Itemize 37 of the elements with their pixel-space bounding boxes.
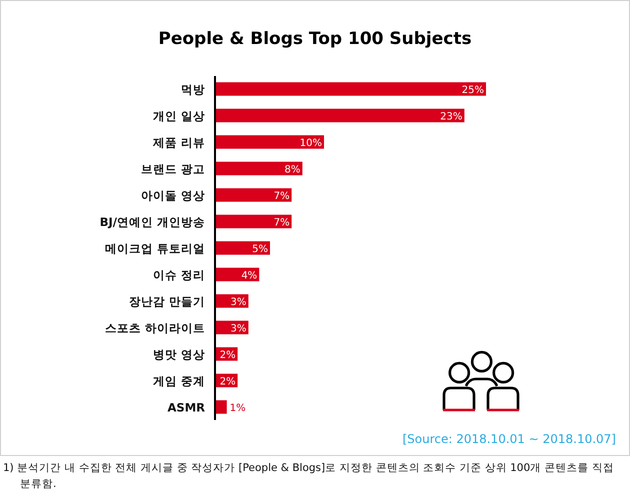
bar <box>216 241 270 255</box>
y-tick-label: BJ/연예인 개인방송 <box>100 215 205 229</box>
y-tick-label: 브랜드 광고 <box>140 162 205 176</box>
data-label: 5% <box>252 244 268 255</box>
data-label: 2% <box>220 350 236 361</box>
bar <box>216 400 227 414</box>
y-tick-label: 게임 중계 <box>152 374 205 388</box>
text: 1) 분석기간 내 수집한 전체 게시글 중 작성자가 [People & Blogs]로 지정한 콘텐츠의 조회수 기준 상위 100개 콘텐츠를 직접 분류함. <box>2 461 615 492</box>
y-tick-label: ASMR <box>168 400 206 414</box>
data-label: 25% <box>462 85 484 96</box>
y-tick-label: 메이크업 튜토리얼 <box>104 242 205 256</box>
y-tick-label: 개인 일상 <box>152 109 205 123</box>
bar <box>216 188 292 202</box>
y-tick-label: 이슈 정리 <box>152 268 205 282</box>
data-label: 2% <box>220 376 236 388</box>
bar <box>216 135 324 149</box>
data-label: 8% <box>284 164 300 176</box>
data-label: 10% <box>300 138 322 149</box>
chart-title: People & Blogs Top 100 Subjects <box>158 29 472 49</box>
data-label: 7% <box>274 218 290 228</box>
data-label: 1% <box>230 403 246 414</box>
y-tick-label: 장난감 만들기 <box>128 294 205 308</box>
data-label: 3% <box>230 324 246 334</box>
y-tick-label: 먹방 <box>181 82 205 96</box>
bar <box>216 214 292 228</box>
data-label: 3% <box>230 297 246 308</box>
bar <box>216 82 486 96</box>
data-label: 4% <box>241 270 258 282</box>
y-tick-label: 스포츠 하이라이트 <box>104 321 205 335</box>
data-label: 23% <box>440 112 462 122</box>
data-label: 7% <box>274 191 290 202</box>
bar <box>216 108 464 122</box>
y-tick-label: 아이돌 영상 <box>140 188 205 202</box>
y-tick-label: 병맛 영상 <box>152 348 205 362</box>
text: [Source: 2018.10.01 ~ 2018.10.07] <box>402 432 616 446</box>
bar <box>216 162 302 176</box>
y-tick-label: 제품 리뷰 <box>152 136 205 150</box>
